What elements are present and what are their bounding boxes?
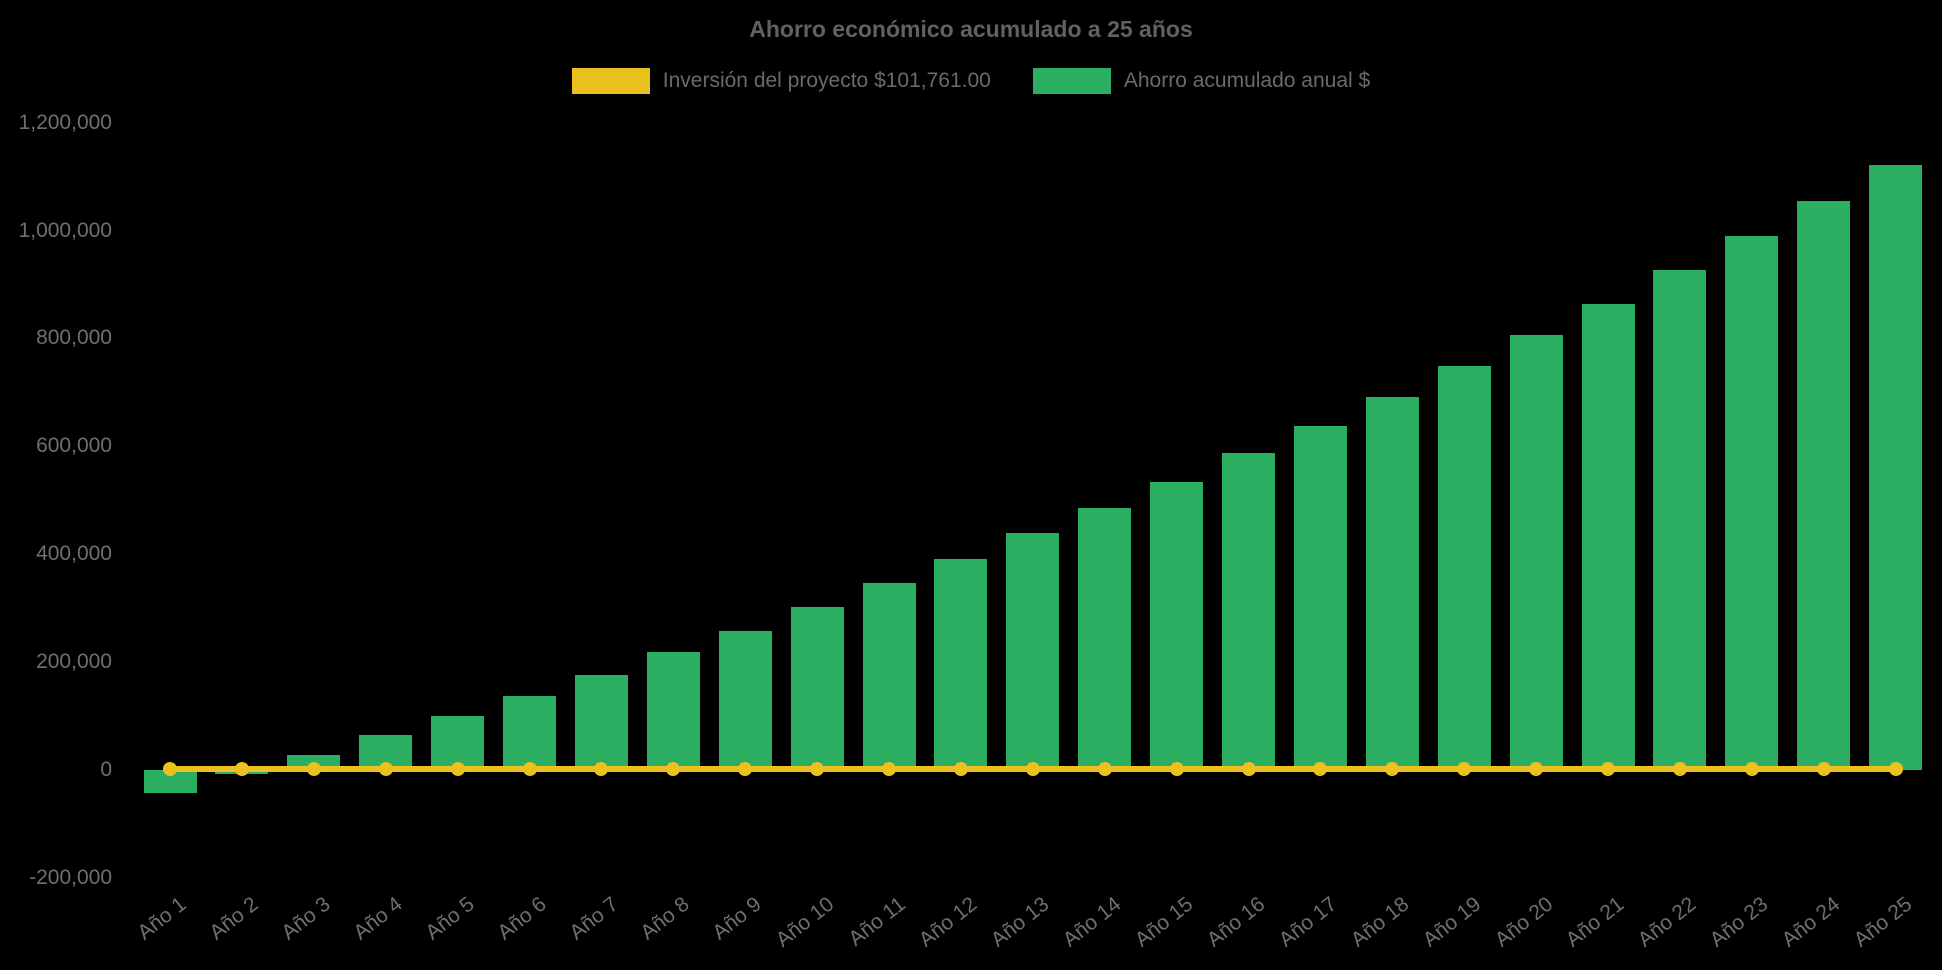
x-tick-label-año-25: Año 25 — [1849, 892, 1917, 952]
x-tick-label-año-19: Año 19 — [1418, 892, 1485, 952]
bar-año-24[interactable] — [1797, 200, 1851, 770]
x-tick-label-año-4: Año 4 — [349, 892, 407, 945]
y-tick-label-1,000,000: 1,000,000 — [18, 218, 112, 242]
investment-point-año-25[interactable] — [1888, 761, 1903, 776]
bar-año-15[interactable] — [1150, 481, 1204, 770]
x-tick-label-año-8: Año 8 — [636, 892, 695, 945]
investment-point-año-19[interactable] — [1457, 761, 1472, 776]
x-tick-label-año-17: Año 17 — [1274, 892, 1342, 952]
y-tick-label-800,000: 800,000 — [36, 326, 112, 350]
x-tick-label-año-15: Año 15 — [1130, 892, 1198, 952]
investment-point-año-2[interactable] — [234, 761, 249, 776]
y-tick-label--200,000: -200,000 — [29, 865, 112, 889]
bar-año-23[interactable] — [1725, 236, 1779, 770]
investment-point-año-10[interactable] — [810, 761, 825, 776]
legend-label-savings: Ahorro acumulado anual $ — [1123, 69, 1371, 92]
x-tick-label-año-21: Año 21 — [1562, 892, 1629, 952]
investment-point-año-3[interactable] — [306, 761, 321, 776]
x-tick-label-año-24: Año 24 — [1777, 892, 1845, 952]
bar-año-25[interactable] — [1869, 164, 1923, 770]
x-tick-label-año-18: Año 18 — [1346, 892, 1414, 952]
investment-point-año-6[interactable] — [522, 761, 537, 776]
investment-point-año-24[interactable] — [1816, 761, 1831, 776]
x-tick-label-año-22: Año 22 — [1634, 892, 1701, 952]
bar-año-13[interactable] — [1006, 533, 1060, 770]
legend-label-investment: Inversión del proyecto $101,761.00 — [662, 69, 991, 92]
bar-año-10[interactable] — [790, 606, 844, 770]
x-tick-label-año-16: Año 16 — [1202, 892, 1270, 952]
investment-point-año-20[interactable] — [1529, 761, 1544, 776]
investment-point-año-13[interactable] — [1025, 761, 1040, 776]
investment-point-año-17[interactable] — [1313, 761, 1328, 776]
investment-point-año-8[interactable] — [666, 761, 681, 776]
x-tick-label-año-10: Año 10 — [771, 892, 838, 952]
bar-año-20[interactable] — [1509, 335, 1563, 770]
bar-año-6[interactable] — [503, 695, 556, 770]
y-tick-label-600,000: 600,000 — [36, 434, 112, 458]
investment-point-año-14[interactable] — [1097, 761, 1112, 776]
investment-point-año-9[interactable] — [738, 761, 753, 776]
x-tick-label-año-9: Año 9 — [708, 892, 766, 945]
investment-point-año-21[interactable] — [1601, 761, 1615, 776]
y-tick-label-1,200,000: 1,200,000 — [18, 110, 112, 134]
x-tick-label-año-12: Año 12 — [915, 892, 982, 952]
investment-point-año-23[interactable] — [1744, 761, 1759, 776]
bar-año-14[interactable] — [1078, 508, 1132, 770]
investment-point-año-15[interactable] — [1169, 761, 1184, 776]
x-tick-label-año-2: Año 2 — [205, 892, 263, 945]
bar-año-21[interactable] — [1581, 303, 1635, 770]
legend-item-savings[interactable]: Ahorro acumulado anual $ — [1032, 68, 1371, 94]
bar-año-22[interactable] — [1653, 270, 1707, 770]
legend-item-investment[interactable]: Inversión del proyecto $101,761.00 — [571, 68, 991, 94]
x-tick-label-año-6: Año 6 — [492, 892, 551, 945]
y-tick-label-0: 0 — [100, 758, 112, 781]
investment-point-año-7[interactable] — [594, 761, 609, 776]
legend: Inversión del proyecto $101,761.00 Ahorr… — [0, 68, 1942, 94]
bar-año-12[interactable] — [934, 559, 988, 770]
investment-point-año-22[interactable] — [1672, 761, 1687, 776]
x-tick-label-año-11: Año 11 — [844, 892, 910, 951]
bar-año-8[interactable] — [646, 651, 700, 770]
x-tick-label-año-23: Año 23 — [1705, 892, 1773, 952]
investment-point-año-11[interactable] — [882, 761, 896, 776]
x-tick-label-año-7: Año 7 — [564, 892, 623, 945]
investment-point-año-12[interactable] — [953, 761, 968, 776]
investment-point-año-18[interactable] — [1385, 761, 1400, 776]
x-tick-label-año-20: Año 20 — [1490, 892, 1557, 952]
bar-año-5[interactable] — [431, 715, 485, 770]
legend-swatch-savings-icon — [1032, 68, 1111, 94]
bar-año-11[interactable] — [862, 583, 916, 770]
y-tick-label-400,000: 400,000 — [36, 542, 112, 566]
bar-año-17[interactable] — [1293, 425, 1347, 770]
bar-año-19[interactable] — [1437, 365, 1491, 770]
x-tick-label-año-5: Año 5 — [420, 892, 479, 945]
x-tick-label-año-1: Año 1 — [133, 892, 191, 945]
investment-point-año-4[interactable] — [378, 761, 393, 776]
bar-año-18[interactable] — [1365, 396, 1419, 770]
x-tick-label-año-3: Año 3 — [277, 892, 335, 945]
bar-año-1[interactable] — [143, 770, 197, 793]
x-tick-label-año-14: Año 14 — [1058, 892, 1126, 952]
y-tick-label-200,000: 200,000 — [36, 650, 112, 674]
investment-point-año-5[interactable] — [450, 761, 465, 776]
investment-point-año-1[interactable] — [163, 761, 177, 776]
legend-swatch-investment-icon — [571, 68, 650, 94]
bar-año-9[interactable] — [718, 630, 772, 770]
x-tick-label-año-13: Año 13 — [986, 892, 1054, 952]
investment-point-año-16[interactable] — [1241, 761, 1256, 776]
chart-title: Ahorro económico acumulado a 25 años — [749, 16, 1193, 42]
bar-año-16[interactable] — [1222, 453, 1275, 770]
bar-año-7[interactable] — [574, 674, 628, 770]
